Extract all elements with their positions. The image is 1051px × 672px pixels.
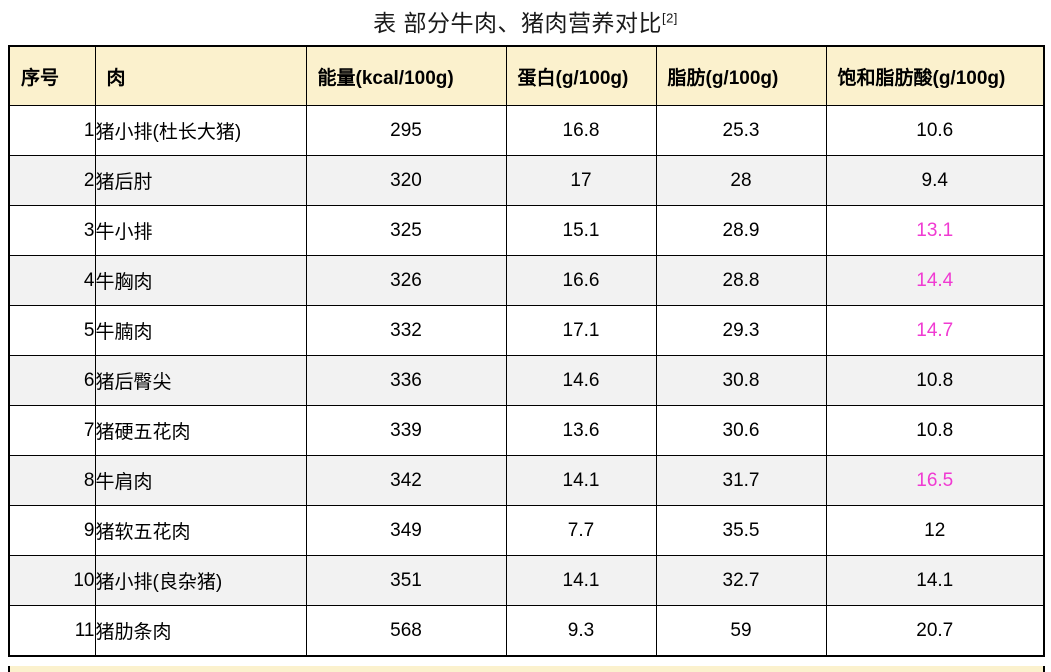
cell-saturated-fat: 20.7 — [825, 605, 1045, 657]
cell-saturated-fat: 14.1 — [825, 555, 1045, 606]
table-title-text: 表 部分牛肉、猪肉营养对比 — [373, 10, 662, 36]
table-row: 7 猪硬五花肉 339 13.6 30.6 10.8 — [8, 405, 1045, 456]
cell-meat: 猪小排(杜长大猪) — [94, 105, 307, 156]
cell-protein: 16.6 — [505, 255, 657, 306]
header-energy: 能量(kcal/100g) — [305, 45, 507, 106]
nutrition-table: 序号 肉 能量(kcal/100g) 蛋白(g/100g) 脂肪(g/100g)… — [8, 45, 1045, 657]
cell-energy: 295 — [305, 105, 507, 156]
cell-index: 8 — [8, 455, 96, 506]
table-row: 9 猪软五花肉 349 7.7 35.5 12 — [8, 505, 1045, 556]
table-row: 10 猪小排(良杂猪) 351 14.1 32.7 14.1 — [8, 555, 1045, 606]
cell-meat: 牛腩肉 — [94, 305, 307, 356]
cell-meat: 猪软五花肉 — [94, 505, 307, 556]
cell-fat: 31.7 — [655, 455, 827, 506]
cell-index: 6 — [8, 355, 96, 406]
table-row: 6 猪后臀尖 336 14.6 30.8 10.8 — [8, 355, 1045, 406]
cell-fat: 32.7 — [655, 555, 827, 606]
cell-meat: 猪小排(良杂猪) — [94, 555, 307, 606]
cell-energy: 568 — [305, 605, 507, 657]
cell-protein: 17.1 — [505, 305, 657, 356]
cell-meat: 牛小排 — [94, 205, 307, 256]
cell-index: 11 — [8, 605, 96, 657]
cell-meat: 牛胸肉 — [94, 255, 307, 306]
cell-index: 5 — [8, 305, 96, 356]
cell-energy: 349 — [305, 505, 507, 556]
header-fat: 脂肪(g/100g) — [655, 45, 827, 106]
cell-protein: 14.1 — [505, 555, 657, 606]
cell-protein: 7.7 — [505, 505, 657, 556]
table-title: 表 部分牛肉、猪肉营养对比[2] — [0, 8, 1051, 38]
cell-saturated-fat: 14.7 — [825, 305, 1045, 356]
cell-fat: 30.8 — [655, 355, 827, 406]
cell-saturated-fat: 14.4 — [825, 255, 1045, 306]
cell-energy: 336 — [305, 355, 507, 406]
cell-saturated-fat: 10.8 — [825, 405, 1045, 456]
cell-fat: 28.9 — [655, 205, 827, 256]
cell-fat: 30.6 — [655, 405, 827, 456]
table-body: 1 猪小排(杜长大猪) 295 16.8 25.3 10.6 2 猪后肘 320 17 28 9.4 3… — [8, 105, 1045, 657]
cell-fat: 25.3 — [655, 105, 827, 156]
cell-meat: 猪后肘 — [94, 155, 307, 206]
cell-saturated-fat: 12 — [825, 505, 1045, 556]
cell-energy: 326 — [305, 255, 507, 306]
cell-fat: 35.5 — [655, 505, 827, 556]
cell-fat: 29.3 — [655, 305, 827, 356]
cell-protein: 13.6 — [505, 405, 657, 456]
cell-saturated-fat: 10.6 — [825, 105, 1045, 156]
cell-saturated-fat: 13.1 — [825, 205, 1045, 256]
next-table-row-partial — [8, 666, 1045, 672]
cell-saturated-fat: 16.5 — [825, 455, 1045, 506]
table-header: 序号 肉 能量(kcal/100g) 蛋白(g/100g) 脂肪(g/100g)… — [8, 45, 1045, 106]
cell-fat: 28 — [655, 155, 827, 206]
cell-protein: 14.1 — [505, 455, 657, 506]
cell-saturated-fat: 9.4 — [825, 155, 1045, 206]
header-index: 序号 — [8, 45, 96, 106]
cell-energy: 351 — [305, 555, 507, 606]
cell-protein: 16.8 — [505, 105, 657, 156]
cell-saturated-fat: 10.8 — [825, 355, 1045, 406]
header-meat: 肉 — [94, 45, 307, 106]
cell-protein: 17 — [505, 155, 657, 206]
cell-energy: 339 — [305, 405, 507, 456]
table-row: 3 牛小排 325 15.1 28.9 13.1 — [8, 205, 1045, 256]
cell-energy: 332 — [305, 305, 507, 356]
cell-index: 7 — [8, 405, 96, 456]
cell-index: 1 — [8, 105, 96, 156]
cell-energy: 342 — [305, 455, 507, 506]
header-row: 序号 肉 能量(kcal/100g) 蛋白(g/100g) 脂肪(g/100g)… — [8, 45, 1045, 106]
cell-index: 10 — [8, 555, 96, 606]
cell-meat: 猪肋条肉 — [94, 605, 307, 657]
cell-meat: 猪硬五花肉 — [94, 405, 307, 456]
cell-meat: 猪后臀尖 — [94, 355, 307, 406]
cell-index: 2 — [8, 155, 96, 206]
cell-meat: 牛肩肉 — [94, 455, 307, 506]
table-row: 2 猪后肘 320 17 28 9.4 — [8, 155, 1045, 206]
table-row: 8 牛肩肉 342 14.1 31.7 16.5 — [8, 455, 1045, 506]
cell-protein: 9.3 — [505, 605, 657, 657]
cell-energy: 320 — [305, 155, 507, 206]
header-protein: 蛋白(g/100g) — [505, 45, 657, 106]
cell-index: 9 — [8, 505, 96, 556]
cell-fat: 28.8 — [655, 255, 827, 306]
cell-energy: 325 — [305, 205, 507, 256]
table-row: 5 牛腩肉 332 17.1 29.3 14.7 — [8, 305, 1045, 356]
table-row: 1 猪小排(杜长大猪) 295 16.8 25.3 10.6 — [8, 105, 1045, 156]
cell-index: 3 — [8, 205, 96, 256]
cell-fat: 59 — [655, 605, 827, 657]
table-row: 11 猪肋条肉 568 9.3 59 20.7 — [8, 605, 1045, 657]
header-saturated-fat: 饱和脂肪酸(g/100g) — [825, 45, 1045, 106]
table-row: 4 牛胸肉 326 16.6 28.8 14.4 — [8, 255, 1045, 306]
cell-protein: 15.1 — [505, 205, 657, 256]
cell-index: 4 — [8, 255, 96, 306]
cell-protein: 14.6 — [505, 355, 657, 406]
citation-reference: [2] — [661, 10, 678, 26]
